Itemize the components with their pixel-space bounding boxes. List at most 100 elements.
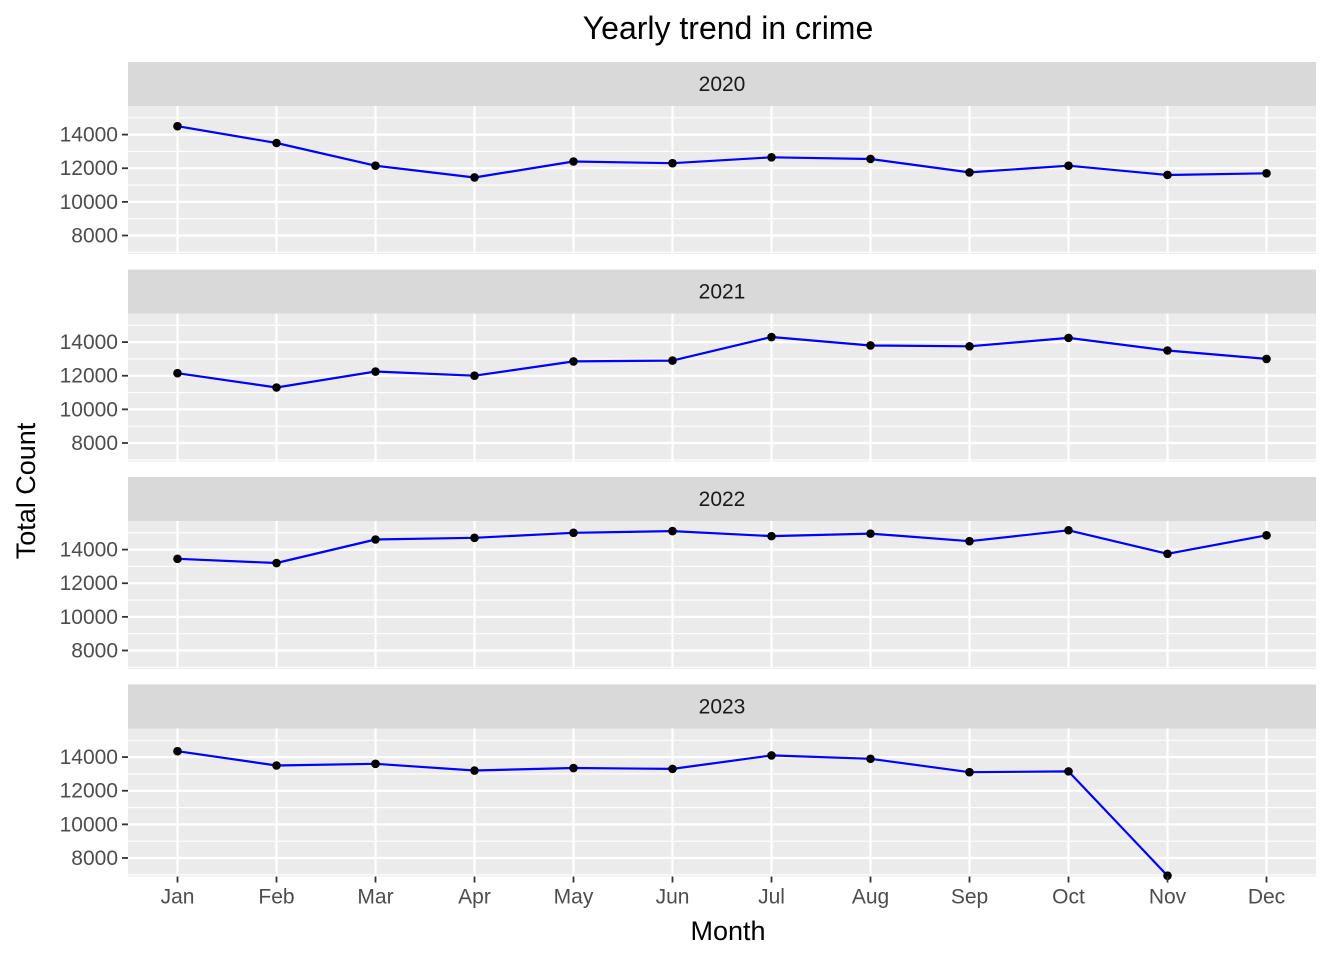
data-point xyxy=(965,341,974,351)
data-point xyxy=(668,526,677,536)
x-tick-label: Apr xyxy=(458,886,491,909)
x-tick-label: Aug xyxy=(852,886,889,909)
data-point xyxy=(965,536,974,546)
data-point xyxy=(173,746,182,756)
x-tick-label: Jan xyxy=(161,886,195,909)
data-point xyxy=(1064,161,1073,171)
data-point xyxy=(1163,170,1172,180)
y-tick-label: 14000 xyxy=(60,746,118,769)
data-point xyxy=(470,173,479,182)
data-point xyxy=(371,759,380,769)
series-line-2022 xyxy=(177,529,1267,565)
data-point xyxy=(569,357,578,366)
plot-panel xyxy=(128,521,1316,669)
facet-2022: 2022 8000 10000 12000 14000 xyxy=(60,477,1316,669)
facet-2023: 2023 8000 10000 12000 14000 xyxy=(60,684,1316,880)
plot-panel xyxy=(128,728,1316,877)
data-point xyxy=(767,531,776,541)
data-point xyxy=(272,138,281,148)
y-tick-label: 8000 xyxy=(71,432,118,455)
data-point xyxy=(866,529,875,538)
x-tick-label: Oct xyxy=(1052,886,1085,909)
data-point xyxy=(767,751,776,760)
data-point xyxy=(173,554,182,564)
x-tick-label: Feb xyxy=(258,886,294,909)
y-tick-label: 12000 xyxy=(60,780,118,803)
data-point xyxy=(1064,333,1073,343)
x-tick-label: Jun xyxy=(656,886,690,909)
series-line-2021 xyxy=(177,335,1267,389)
x-tick-label: Jul xyxy=(758,886,785,909)
data-point xyxy=(767,152,776,162)
y-axis-title: Total Count xyxy=(11,422,41,559)
data-point xyxy=(569,157,578,166)
y-tick-label: 12000 xyxy=(60,572,118,595)
facet-strip-label: 2022 xyxy=(699,488,746,511)
y-tick-label: 10000 xyxy=(60,398,118,421)
data-point xyxy=(1262,530,1271,540)
y-tick-label: 10000 xyxy=(60,813,118,836)
data-point xyxy=(1262,168,1271,178)
data-point xyxy=(371,535,380,544)
y-tick-label: 10000 xyxy=(60,606,118,629)
data-point xyxy=(470,766,479,775)
facet-strip xyxy=(128,269,1316,314)
data-point xyxy=(1163,346,1172,355)
data-point xyxy=(272,558,281,568)
data-point xyxy=(965,168,974,177)
data-point xyxy=(866,754,875,764)
x-tick-label: Sep xyxy=(951,886,988,909)
x-tick-label: Mar xyxy=(357,886,393,909)
data-point xyxy=(272,761,281,770)
data-point xyxy=(668,764,677,774)
data-point xyxy=(371,161,380,171)
chart-title: Yearly trend in crime xyxy=(583,10,874,46)
x-tick-label: Dec xyxy=(1248,886,1285,909)
x-axis-title: Month xyxy=(690,916,765,946)
data-point xyxy=(1064,525,1073,535)
data-point xyxy=(1262,354,1271,364)
data-point xyxy=(866,341,875,350)
data-point xyxy=(371,367,380,376)
facet-2020: 2020 8000 10000 12000 14000 xyxy=(60,62,1316,254)
y-tick-label: 14000 xyxy=(60,539,118,562)
y-tick-label: 10000 xyxy=(60,191,118,214)
facet-panels: 2020 8000 10000 12000 14000 2021 8000 10000 1200… xyxy=(60,62,1316,880)
data-point xyxy=(866,154,875,164)
x-axis: Jan Feb Mar Apr May Jun Jul Aug Sep Oct Nov Dec xyxy=(161,876,1285,909)
data-point xyxy=(668,158,677,168)
plot-panel xyxy=(128,106,1316,254)
y-tick-label: 8000 xyxy=(71,847,118,870)
data-point xyxy=(668,356,677,365)
data-point xyxy=(965,767,974,777)
data-point xyxy=(767,332,776,342)
data-point xyxy=(470,371,479,381)
y-tick-label: 8000 xyxy=(71,225,118,248)
y-tick-label: 8000 xyxy=(71,640,118,663)
data-point xyxy=(569,528,578,538)
data-point xyxy=(173,121,182,131)
facet-strip xyxy=(128,684,1316,729)
data-point xyxy=(569,763,578,773)
plot-panel xyxy=(128,313,1316,462)
data-point xyxy=(1163,871,1172,880)
facet-strip-label: 2020 xyxy=(699,73,746,96)
x-tick-label: May xyxy=(554,886,594,909)
data-point xyxy=(470,533,479,543)
y-tick-label: 14000 xyxy=(60,331,118,354)
facet-strip xyxy=(128,477,1316,521)
data-point xyxy=(1064,767,1073,776)
facet-2021: 2021 8000 10000 12000 14000 xyxy=(60,269,1316,462)
y-tick-label: 12000 xyxy=(60,157,118,180)
series-line-2020 xyxy=(177,125,1267,179)
data-point xyxy=(272,383,281,392)
data-point xyxy=(1163,549,1172,559)
y-tick-label: 14000 xyxy=(60,124,118,147)
x-tick-label: Nov xyxy=(1149,886,1187,909)
facet-strip xyxy=(128,62,1316,106)
y-tick-label: 12000 xyxy=(60,365,118,388)
data-point xyxy=(173,368,182,378)
facet-strip-label: 2021 xyxy=(699,281,746,304)
facet-strip-label: 2023 xyxy=(699,696,746,719)
